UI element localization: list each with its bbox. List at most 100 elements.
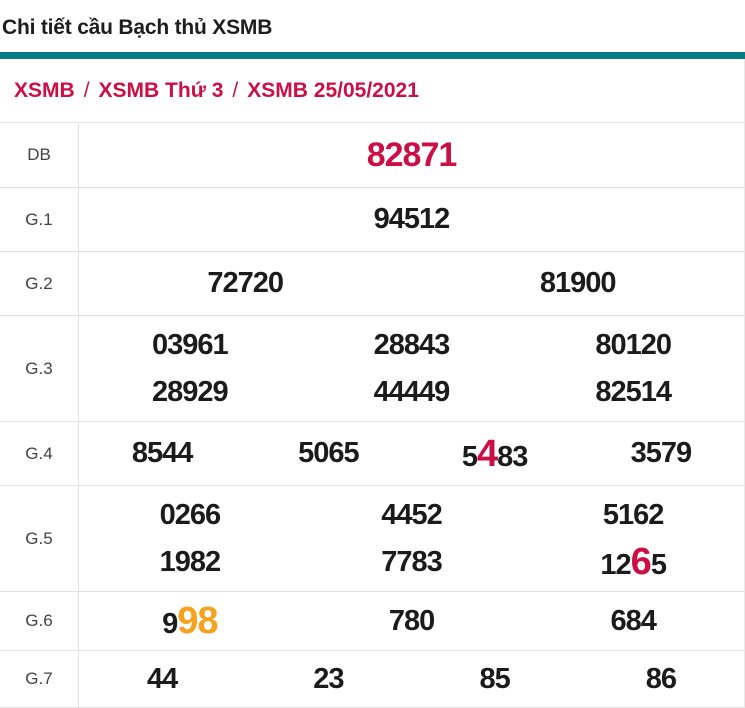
prize-values: 9 98 780 684 (79, 592, 744, 650)
number-segment: 94512 (373, 203, 451, 235)
prize-number: 780 (301, 606, 523, 636)
prize-number: 9 98 (79, 602, 301, 640)
prize-number: 80120 (522, 328, 744, 361)
prize-line: 94512 (79, 198, 744, 242)
prize-number: 8544 (79, 439, 245, 468)
prize-values: 03961 28843 80120 28929 44449 82514 (79, 316, 744, 421)
prize-values: 8544 5065 5 4 83 3579 (79, 422, 744, 485)
table-row: G.5 0266 4452 5162 1982 7783 12 6 5 (0, 486, 744, 592)
prize-line: 0266 4452 5162 (79, 492, 744, 539)
prize-line: 82871 (79, 133, 744, 177)
breadcrumb-separator: / (83, 78, 90, 102)
number-segment: 12 (600, 549, 631, 581)
prize-label: G.1 (0, 188, 79, 251)
number-segment: 28843 (373, 328, 451, 361)
prize-values: 44 23 85 86 (79, 651, 744, 707)
number-segment: 5 (650, 549, 667, 581)
number-segment: 83 (497, 440, 528, 473)
prize-number: 85 (412, 662, 578, 695)
prize-line: 44 23 85 86 (79, 657, 744, 701)
prize-number: 5065 (245, 439, 411, 468)
number-segment: 7783 (381, 545, 443, 578)
prize-number: 94512 (79, 205, 744, 234)
page-title: Chi tiết cầu Bạch thủ XSMB (2, 16, 273, 39)
number-segment: 5162 (602, 498, 665, 531)
number-segment: 0266 (159, 498, 222, 531)
prize-number: 44 (79, 662, 245, 695)
breadcrumb-link-1[interactable]: XSMB Thứ 3 (98, 78, 224, 102)
number-segment: 684 (610, 604, 656, 637)
number-segment: 44449 (373, 375, 451, 408)
prize-label: G.6 (0, 592, 79, 650)
number-segment: 23 (313, 662, 344, 695)
prize-number: 5 4 83 (412, 435, 578, 473)
highlighted-digit: 82871 (366, 136, 458, 174)
prize-number: 28929 (79, 375, 301, 408)
number-segment: 8544 (131, 437, 194, 469)
number-segment: 44 (146, 662, 178, 695)
table-row: G.6 9 98 780 684 (0, 592, 744, 651)
prize-number: 0266 (79, 498, 301, 531)
teal-divider-bar (0, 52, 745, 59)
breadcrumb: XSMB / XSMB Thứ 3 / XSMB 25/05/2021 (0, 59, 744, 123)
number-segment: 80120 (595, 328, 672, 361)
number-segment: 28929 (152, 375, 229, 408)
prize-number: 82871 (79, 138, 744, 172)
prize-number: 03961 (79, 328, 301, 361)
number-segment: 81900 (539, 267, 617, 299)
prize-number: 3579 (578, 439, 744, 468)
prize-label: G.7 (0, 651, 79, 707)
prize-number: 72720 (79, 269, 412, 298)
number-segment: 85 (479, 662, 510, 695)
highlighted-digit: 4 (476, 432, 498, 475)
breadcrumb-link-2[interactable]: XSMB 25/05/2021 (247, 78, 419, 102)
number-segment: 3579 (630, 437, 693, 469)
table-row: DB 82871 (0, 123, 744, 188)
prize-number: 7783 (301, 545, 523, 578)
number-segment: 4452 (381, 498, 443, 531)
prize-values: 94512 (79, 188, 744, 251)
prize-line: 72720 81900 (79, 262, 744, 306)
prize-label: G.3 (0, 316, 79, 421)
prize-values: 82871 (79, 123, 744, 187)
prize-number: 81900 (412, 269, 745, 298)
prize-label: G.4 (0, 422, 79, 485)
prize-line: 8544 5065 5 4 83 3579 (79, 432, 744, 476)
highlighted-digit: 6 (630, 541, 652, 583)
prize-number: 86 (578, 662, 744, 695)
table-row: G.1 94512 (0, 188, 744, 252)
number-segment: 72720 (207, 267, 284, 299)
prize-number: 28843 (301, 328, 523, 361)
table-row: G.2 72720 81900 (0, 252, 744, 316)
prize-line: 9 98 780 684 (79, 599, 744, 643)
table-row: G.7 44 23 85 86 (0, 651, 744, 708)
prize-number: 5162 (522, 498, 744, 531)
number-segment: 86 (645, 662, 677, 695)
number-segment: 5 (461, 440, 478, 473)
highlighted-digit: 98 (177, 600, 218, 642)
prize-number: 82514 (522, 375, 744, 408)
number-segment: 82514 (595, 375, 672, 408)
prize-table: DB 82871 G.1 94512 G.2 72720 81900 G.3 03961 2884… (0, 123, 744, 708)
number-segment: 5065 (298, 437, 360, 469)
table-row: G.4 8544 5065 5 4 83 3579 (0, 422, 744, 486)
number-segment: 9 (162, 608, 178, 640)
breadcrumb-link-0[interactable]: XSMB (14, 78, 75, 102)
prize-line: 28929 44449 82514 (79, 369, 744, 416)
table-row: G.3 03961 28843 80120 28929 44449 82514 (0, 316, 744, 422)
prize-number: 12 6 5 (522, 543, 744, 581)
number-segment: 1982 (159, 545, 222, 578)
content-area: XSMB / XSMB Thứ 3 / XSMB 25/05/2021 DB 82871 G… (0, 59, 745, 708)
prize-values: 72720 81900 (79, 252, 744, 315)
prize-number: 4452 (301, 498, 523, 531)
prize-number: 684 (522, 604, 744, 637)
number-segment: 03961 (152, 328, 229, 361)
prize-number: 23 (245, 662, 411, 695)
prize-label: G.2 (0, 252, 79, 315)
prize-number: 44449 (301, 375, 523, 408)
prize-line: 1982 7783 12 6 5 (79, 539, 744, 586)
prize-label: DB (0, 123, 79, 187)
prize-values: 0266 4452 5162 1982 7783 12 6 5 (79, 486, 744, 591)
prize-label: G.5 (0, 486, 79, 591)
breadcrumb-separator: / (232, 78, 239, 102)
